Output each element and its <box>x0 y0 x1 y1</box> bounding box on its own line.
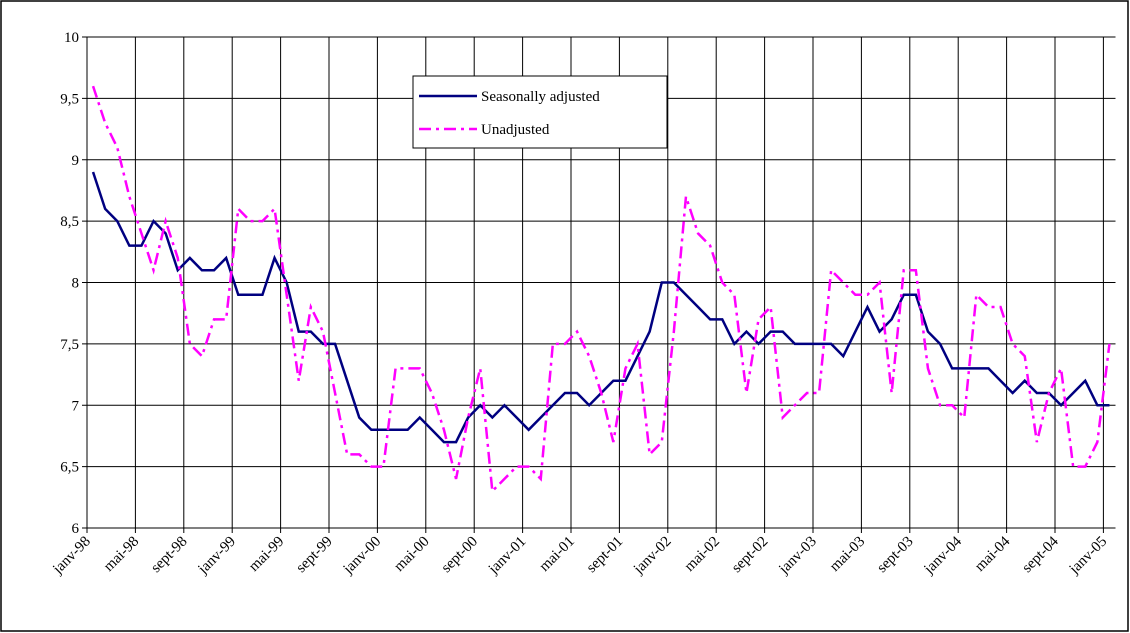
y-tick-label: 7,5 <box>60 337 79 353</box>
legend-label: Unadjusted <box>481 122 550 138</box>
y-tick-label: 10 <box>64 30 79 46</box>
y-tick-label: 9 <box>72 153 80 169</box>
y-tick-label: 8,5 <box>60 214 79 230</box>
y-tick-label: 7 <box>72 398 80 414</box>
y-tick-label: 6 <box>72 521 80 537</box>
legend-label: Seasonally adjusted <box>481 89 600 105</box>
legend-box <box>412 75 668 149</box>
series-line <box>91 85 1111 494</box>
y-tick-label: 8 <box>72 276 80 292</box>
y-tick-label: 6,5 <box>60 460 79 476</box>
y-tick-label: 9,5 <box>60 91 79 107</box>
